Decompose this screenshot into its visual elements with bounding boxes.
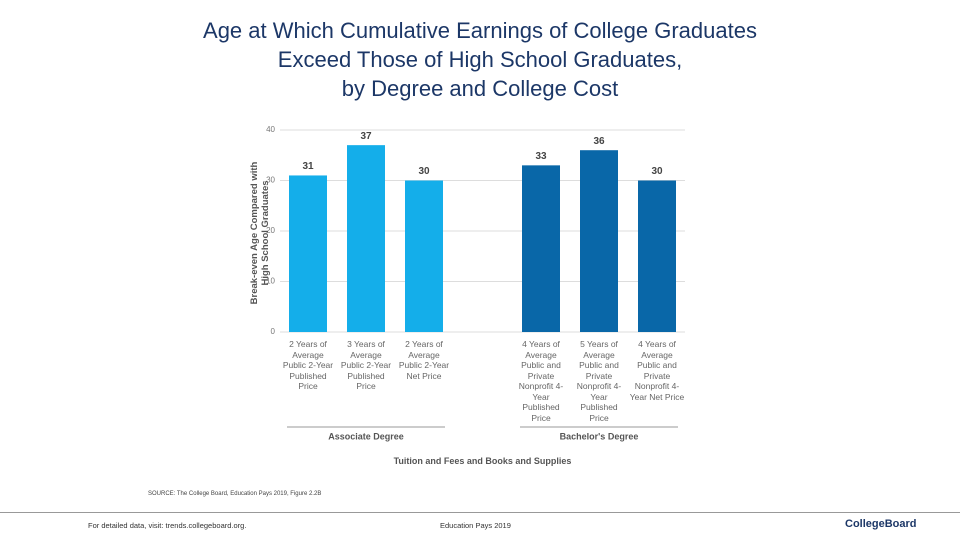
x-tick-label: 3 Years of Average Public 2-Year Publish… [340, 339, 392, 391]
value-label: 31 [302, 161, 314, 172]
footer-rule [0, 512, 960, 513]
x-tick-label: 4 Years of Average Public and Private No… [518, 339, 564, 423]
bar [289, 175, 327, 332]
y-axis-label: Break-even Age Compared with High School… [249, 161, 271, 305]
group-label: Bachelor's Degree [560, 431, 639, 441]
footer-center: Education Pays 2019 [440, 521, 511, 530]
footer-left: For detailed data, visit: trends.college… [88, 521, 247, 530]
bar [405, 180, 443, 332]
y-tick-label: 20 [266, 226, 275, 235]
x-tick-label: 2 Years of Average Public 2-Year Net Pri… [398, 339, 450, 381]
source-note: SOURCE: The College Board, Education Pay… [148, 491, 322, 497]
value-label: 30 [418, 166, 430, 177]
chart-title: Age at Which Cumulative Earnings of Coll… [203, 18, 757, 101]
y-tick-label: 30 [266, 176, 275, 185]
value-label: 36 [593, 136, 605, 147]
x-tick-label: 2 Years of Average Public 2-Year Publish… [282, 339, 334, 391]
value-label: 37 [360, 131, 372, 142]
value-label: 33 [535, 151, 547, 162]
value-label: 30 [651, 166, 663, 177]
bar [580, 150, 618, 332]
logo: CollegeBoard [845, 518, 917, 530]
x-axis-label: Tuition and Fees and Books and Supplies [393, 456, 572, 466]
group-label: Associate Degree [328, 431, 404, 441]
bar [347, 145, 385, 332]
x-tick-label: 5 Years of Average Public and Private No… [576, 339, 622, 423]
bar [522, 165, 560, 332]
y-tick-label: 0 [271, 327, 276, 336]
x-tick-label: 4 Years of Average Public and Private No… [629, 339, 685, 402]
y-tick-label: 40 [266, 125, 275, 134]
y-tick-label: 10 [266, 277, 275, 286]
bar [638, 180, 676, 332]
